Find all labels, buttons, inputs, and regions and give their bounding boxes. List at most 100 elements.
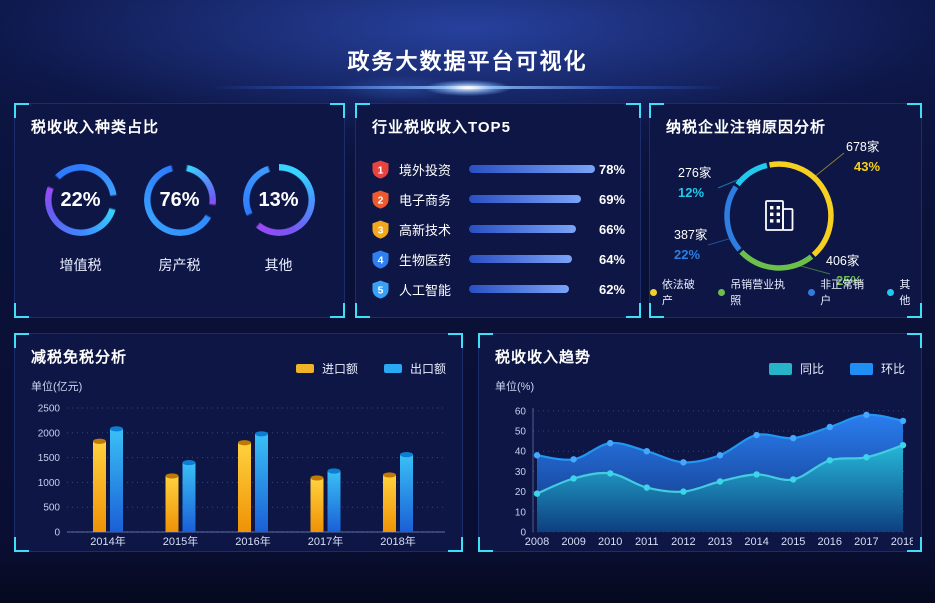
gauge-label: 房产税 (158, 257, 201, 273)
callout-count: 406家 (826, 254, 860, 268)
svg-text:4: 4 (378, 255, 384, 266)
svg-text:2: 2 (378, 195, 384, 206)
top5-row: 4 生物医药 64% (372, 244, 625, 274)
legend-dot-icon (808, 288, 816, 296)
gauges-row: 22% 增值税 76% 房产税 13% 其他 (31, 164, 328, 275)
top5-label: 高新技术 (399, 222, 452, 238)
legend-item[interactable]: 环比 (849, 360, 905, 377)
legend-label: 非正常销户 (820, 279, 865, 307)
donut-gauge: 22% 增值税 (44, 164, 117, 275)
legend-item[interactable]: 同比 (768, 360, 824, 377)
legend-label: 依法破产 (661, 279, 695, 307)
callout-pct: 22% (674, 246, 701, 262)
top5-bar (469, 225, 599, 233)
panel-title: 行业税收收入TOP5 (372, 119, 511, 136)
top5-row: 1 境外投资 78% (372, 154, 626, 184)
svg-text:2008: 2008 (525, 536, 549, 548)
legend-item[interactable]: 进口额 (295, 360, 358, 377)
top5-value: 69% (599, 191, 626, 207)
page-title: 政务大数据平台可视化 (347, 49, 588, 74)
svg-text:2010: 2010 (598, 536, 622, 548)
svg-text:2014: 2014 (744, 536, 768, 548)
donut-chart-area: 678家 43% 406家 25% 387家 22% 276家 12% 依法破产… (650, 104, 921, 317)
gauge-value: 13% (258, 188, 299, 211)
gauge-label: 其他 (264, 257, 293, 273)
gauge-ring-icon (143, 164, 216, 236)
bar-chart-legend: 进口额 出口额 (295, 360, 446, 377)
svg-text:2018: 2018 (891, 536, 913, 548)
top5-label: 境外投资 (399, 162, 452, 178)
svg-text:2018年: 2018年 (380, 534, 415, 548)
legend-item[interactable]: 其他 (887, 276, 921, 308)
top5-bar (469, 165, 599, 173)
legend-label: 进口额 (321, 362, 358, 376)
axis-unit-label: 单位(%) (495, 381, 535, 393)
top5-value: 78% (599, 161, 626, 177)
svg-text:500: 500 (43, 503, 60, 514)
rank-shield-badge-icon: 2 (372, 190, 389, 209)
svg-text:2011: 2011 (635, 536, 659, 548)
top5-row: 3 高新技术 66% (372, 214, 626, 244)
svg-text:1: 1 (378, 165, 384, 176)
donut-gauge: 13% 其他 (242, 164, 315, 275)
svg-text:1500: 1500 (38, 453, 61, 464)
callout-pct: 43% (854, 158, 881, 174)
svg-text:0: 0 (520, 528, 526, 539)
svg-text:2012: 2012 (671, 536, 695, 548)
top5-value: 62% (599, 281, 626, 297)
svg-text:10: 10 (515, 507, 527, 518)
trend-chart-svg: 0 10 20 30 40 50 60 2008 2009 2010 2011 2012 2013 201… (515, 406, 913, 548)
svg-text:50: 50 (515, 427, 527, 438)
top5-row: 2 电子商务 69% (372, 184, 626, 214)
legend-dot-icon (887, 288, 895, 296)
legend-item[interactable]: 非正常销户 (808, 276, 874, 308)
callout-count: 387家 (674, 228, 708, 242)
svg-text:60: 60 (515, 406, 527, 417)
svg-text:2016年: 2016年 (235, 534, 270, 548)
panel-tax-reduction: 减税免税分析 进口额 出口额 单位(亿元) 0 500 1000 1500 2000 25… (14, 333, 463, 552)
legend-label: 出口额 (409, 362, 446, 376)
svg-text:2015年: 2015年 (163, 534, 198, 548)
trend-chart-legend: 同比 环比 (768, 360, 905, 377)
callout-count: 276家 (678, 166, 712, 180)
svg-text:1000: 1000 (38, 478, 61, 489)
top5-label: 电子商务 (399, 192, 452, 208)
legend-label: 环比 (880, 362, 905, 376)
legend-item[interactable]: 依法破产 (650, 276, 705, 308)
callout-pct: 12% (678, 184, 705, 200)
svg-text:2013: 2013 (708, 536, 732, 548)
legend-item[interactable]: 吊销营业执照 (718, 276, 795, 308)
panel-title: 税收收入种类占比 (31, 119, 160, 136)
gauge-ring-icon (242, 164, 315, 236)
legend-label: 吊销营业执照 (730, 279, 786, 307)
top5-bar (469, 195, 599, 203)
skyline-decoration (0, 551, 935, 603)
donut-callout: 406家 25% (826, 252, 862, 290)
svg-text:2000: 2000 (38, 428, 61, 439)
svg-text:20: 20 (515, 487, 527, 498)
top5-row: 5 人工智能 62% (372, 274, 626, 304)
top5-bar (469, 255, 599, 263)
bar-chart-svg: 0 500 1000 1500 2000 2500 2014年 2015年 2016年 2017年… (38, 404, 445, 548)
panel-industry-top5: 行业税收收入TOP5 1 境外投资 78% 2 电子商务 69% 3 高新技术 66% 4 生物医药… (355, 103, 641, 318)
svg-text:2009: 2009 (561, 536, 585, 548)
legend-label: 同比 (799, 362, 824, 376)
top5-rows: 1 境外投资 78% 2 电子商务 69% 3 高新技术 66% 4 生物医药 64% 5 人工智能 62% (372, 154, 626, 304)
callout-count: 678家 (846, 140, 880, 154)
legend-dot-icon (650, 288, 657, 296)
gauge-ring-icon (44, 164, 117, 236)
panel-title: 税收收入趋势 (495, 349, 592, 366)
panel-title: 纳税企业注销原因分析 (666, 119, 827, 136)
light-flare-decoration (207, 73, 728, 103)
donut-legend: 依法破产 吊销营业执照 非正常销户 其他 (650, 276, 921, 308)
svg-text:3: 3 (378, 225, 384, 236)
office-building-icon (765, 200, 794, 231)
svg-text:2016: 2016 (818, 536, 842, 548)
top5-value: 66% (599, 221, 626, 237)
donut-callout: 387家 22% (674, 226, 707, 264)
legend-item[interactable]: 出口额 (383, 360, 446, 377)
donut-callout: 678家 43% (846, 138, 880, 176)
donut-gauge: 76% 房产税 (143, 164, 216, 275)
axis-unit-label: 单位(亿元) (31, 381, 83, 393)
